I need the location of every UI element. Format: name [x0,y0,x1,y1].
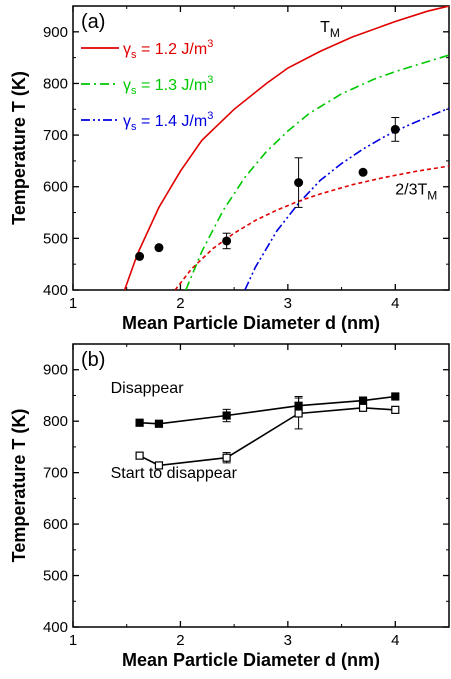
y-tick-label: 600 [43,179,68,196]
y-tick-label: 500 [43,568,68,585]
data-point [358,396,368,405]
x-axis-title: Mean Particle Diameter d (nm) [122,313,380,333]
y-tick-label: 900 [43,362,68,379]
data-point [294,409,303,418]
y-tick-label: 800 [43,75,68,92]
panel-label: (b) [81,349,105,371]
y-axis-title: Temperature T (K) [9,71,29,225]
series-annotation: Disappear [111,380,185,397]
data-point [222,453,231,462]
legend: γs = 1.2 J/m3 γs = 1.3 J/m3 γs = 1.4 J/m3 [81,38,213,133]
y-tick-label: 600 [43,516,68,533]
y-tick-label: 700 [43,127,68,144]
data-point [154,419,164,428]
x-axis-title: Mean Particle Diameter d (nm) [122,650,380,670]
curve-annotation: TM [320,19,340,40]
legend-label: γs = 1.4 J/m3 [123,110,213,133]
series-line-4 [174,165,449,290]
plot-frame [72,5,450,291]
curve-annotation: 2/3TM [395,181,437,202]
y-tick-label: 500 [43,230,68,247]
x-tick-label: 4 [391,632,399,649]
x-tick-label: 1 [69,295,77,312]
series-annotation: Start to disappear [111,465,238,482]
data-point [154,461,164,470]
legend-label: γs = 1.2 J/m3 [123,38,213,61]
data-point [391,405,400,414]
x-tick-label: 3 [284,295,292,312]
legend-label: γs = 1.3 J/m3 [123,74,213,97]
data-point [154,243,164,253]
panel-a-chart: 1 2 3 4 400 500 600 700 800 900 Mean Particle Diam… [9,5,450,333]
x-tick-label: 3 [284,632,292,649]
data-point [222,411,231,420]
data-point [294,178,304,188]
series-line-2 [139,406,396,467]
data-point [135,251,145,261]
y-tick-label: 800 [43,413,68,430]
panel-b-chart: 1 2 3 4 400 500 600 700 800 900 Mean Particle Diam… [9,343,450,670]
data-point [358,167,368,177]
data-point [222,236,232,246]
series-line-1 [139,395,396,425]
y-tick-label: 900 [43,24,68,41]
y-tick-label: 700 [43,465,68,482]
panel-label: (a) [81,11,105,33]
series-line-2 [185,54,449,290]
x-tick-label: 4 [391,295,399,312]
y-axis-title: Temperature T (K) [9,409,29,563]
data-point [135,418,144,427]
plot-area [123,6,449,290]
series-line-1 [123,6,449,290]
x-tick-label: 2 [176,632,184,649]
data-point [390,124,400,134]
plot-area [135,392,400,470]
y-tick-label: 400 [43,619,68,636]
data-point [135,451,144,460]
x-tick-label: 2 [176,295,184,312]
data-point [391,392,400,401]
series-line-3 [244,107,449,290]
plot-frame [72,343,450,628]
x-tick-label: 1 [69,632,77,649]
data-point [358,403,368,412]
y-tick-label: 400 [43,282,68,299]
